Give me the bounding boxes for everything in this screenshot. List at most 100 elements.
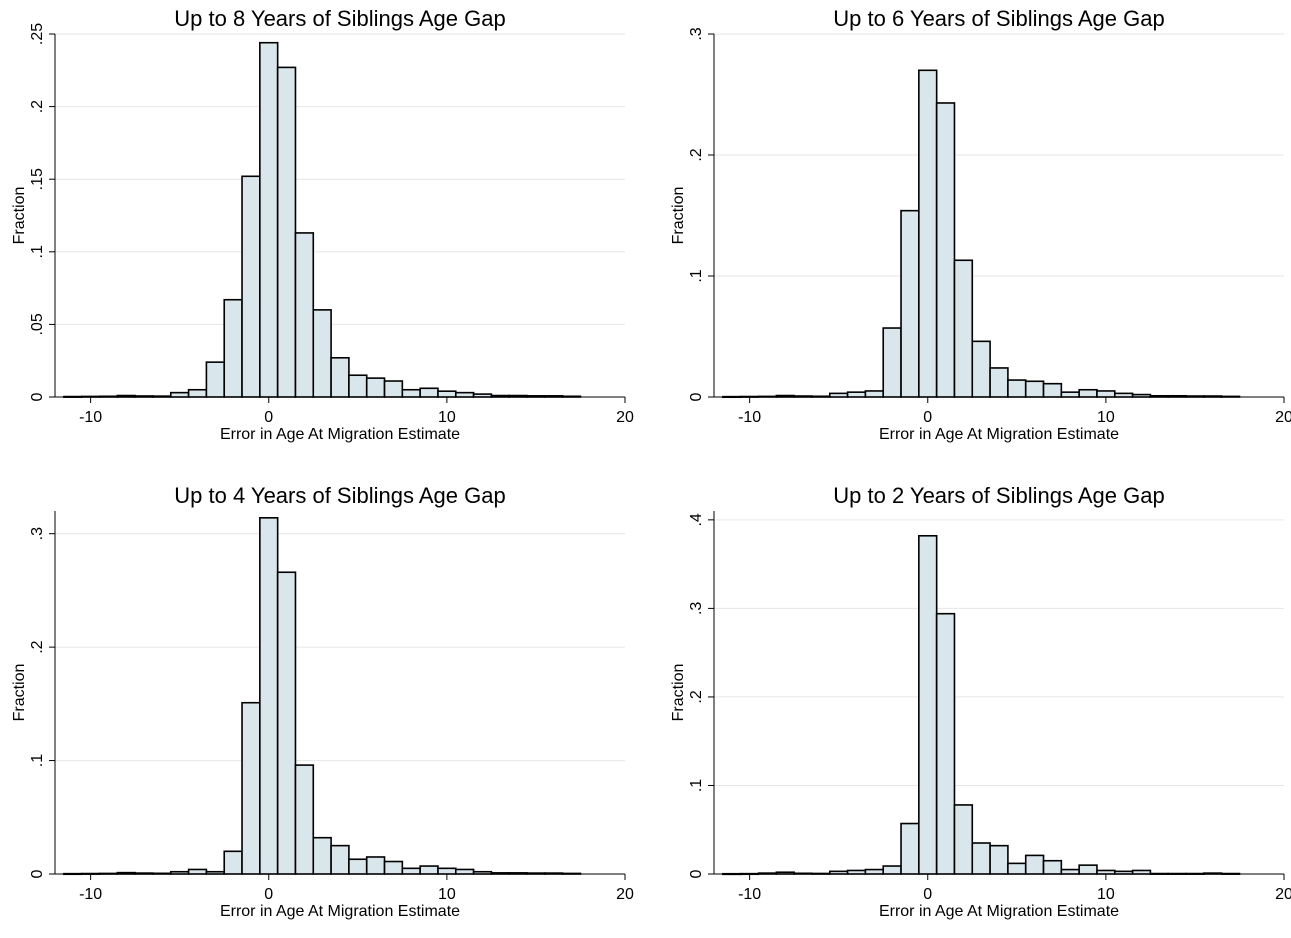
x-tick-label: 20 <box>616 886 634 903</box>
histogram-bar <box>187 388 208 398</box>
x-tick-label: 0 <box>923 409 932 426</box>
y-axis-label: Fraction <box>11 664 28 722</box>
histogram-bar <box>169 391 190 398</box>
histogram-bar <box>900 209 920 398</box>
y-tick-label: .05 <box>29 313 46 335</box>
histogram-bar <box>454 868 475 875</box>
histogram-bar <box>1131 869 1152 875</box>
histogram-bar <box>1113 392 1134 398</box>
histogram-bar <box>1096 390 1116 398</box>
histogram-bar <box>383 860 404 875</box>
histogram-bar <box>419 865 439 875</box>
histogram-bar <box>1007 379 1027 398</box>
y-tick-label: .2 <box>688 148 705 161</box>
x-tick-label: 0 <box>264 409 273 426</box>
y-axis-label: Fraction <box>670 187 687 245</box>
y-tick-label: .1 <box>688 779 705 792</box>
histogram-bar <box>846 869 867 875</box>
y-tick-label: .1 <box>688 269 705 282</box>
histogram-bar <box>953 259 974 398</box>
histogram-panel-2yr: 0 .1 .2 .3 .4 -10 0 10 20 Up to 2 Years of Siblin… <box>659 477 1291 938</box>
histogram-bar <box>205 361 226 398</box>
histogram-bar <box>971 842 991 875</box>
histogram-bar <box>989 844 1009 875</box>
histogram-bar <box>1007 862 1027 875</box>
histogram-bar <box>864 868 885 875</box>
histogram-bar <box>1060 391 1080 398</box>
y-tick-label: .1 <box>29 245 46 258</box>
histogram-panel-6yr: 0 .1 .2 .3 -10 0 10 20 Up to 6 Years of Siblings… <box>659 0 1291 461</box>
x-axis-label: Error in Age At Migration Estimate <box>879 903 1119 920</box>
x-tick-label: 20 <box>1275 409 1291 426</box>
y-axis-label: Fraction <box>670 664 687 722</box>
histogram-bar <box>935 102 956 398</box>
y-axis-label: Fraction <box>11 187 28 245</box>
histogram-bar <box>223 298 243 398</box>
histogram-bar <box>953 804 974 875</box>
histogram-bar <box>1060 868 1080 875</box>
histogram-svg: 0 .1 .2 .3 .4 -10 0 10 20 Up to 2 Years of Siblin… <box>670 483 1291 920</box>
y-tick-label: .3 <box>688 27 705 40</box>
histogram-bar <box>1096 869 1116 875</box>
x-tick-label: 20 <box>616 409 634 426</box>
histogram-svg: 0 .05 .1 .15 .2 .25 -10 0 10 20 Up to 8 Years of S… <box>11 6 634 443</box>
histogram-bar <box>989 367 1009 398</box>
histogram-bar <box>312 309 332 398</box>
histogram-bar <box>259 517 279 875</box>
histogram-bar <box>1024 380 1045 398</box>
histogram-bar <box>437 390 457 398</box>
x-tick-label: -10 <box>738 886 761 903</box>
y-tick-label: 0 <box>688 869 705 878</box>
histogram-bar <box>882 865 902 875</box>
histogram-bar <box>1024 854 1045 875</box>
histogram-bar <box>864 390 885 398</box>
histogram-svg: 0 .1 .2 .3 -10 0 10 20 Up to 4 Years of Siblings… <box>11 483 634 920</box>
histogram-bar <box>918 69 938 398</box>
x-axis-label: Error in Age At Migration Estimate <box>220 903 460 920</box>
histogram-bar <box>259 41 279 398</box>
histogram-bar <box>401 867 421 875</box>
histogram-bar <box>241 701 261 875</box>
histogram-bar <box>223 850 243 875</box>
x-tick-label: 10 <box>1097 886 1115 903</box>
histogram-bar <box>330 844 350 875</box>
histogram-bar <box>276 571 297 875</box>
histogram-bar <box>1042 382 1063 398</box>
y-tick-label: .2 <box>29 100 46 113</box>
histogram-bar <box>828 392 849 398</box>
histogram-bar <box>1042 859 1063 875</box>
y-tick-label: 0 <box>29 869 46 878</box>
y-tick-label: .3 <box>29 527 46 540</box>
x-tick-label: 10 <box>1097 409 1115 426</box>
chart-title: Up to 8 Years of Siblings Age Gap <box>174 6 505 31</box>
y-tick-label: .25 <box>29 23 46 45</box>
histogram-bar <box>187 868 208 875</box>
x-axis-label: Error in Age At Migration Estimate <box>220 426 460 443</box>
histogram-bar <box>1078 864 1098 875</box>
histogram-bar <box>312 836 332 875</box>
histogram-bar <box>294 764 315 875</box>
histogram-bar <box>900 822 920 875</box>
histogram-bar <box>419 387 439 398</box>
histogram-bar <box>348 374 368 398</box>
x-axis-label: Error in Age At Migration Estimate <box>879 426 1119 443</box>
x-tick-label: 20 <box>1275 886 1291 903</box>
chart-title: Up to 2 Years of Siblings Age Gap <box>833 483 1164 508</box>
histogram-bar <box>918 534 938 875</box>
y-tick-label: .4 <box>688 513 705 526</box>
histogram-bar <box>935 612 956 875</box>
y-tick-label: 0 <box>688 392 705 401</box>
histogram-bar <box>330 356 350 398</box>
x-tick-label: -10 <box>738 409 761 426</box>
histogram-bar <box>882 327 902 398</box>
histogram-bar <box>276 66 297 398</box>
histogram-bar <box>383 380 404 398</box>
histogram-panel-8yr: 0 .05 .1 .15 .2 .25 -10 0 10 20 Up to 8 Years of S… <box>0 0 645 461</box>
x-tick-label: 0 <box>923 886 932 903</box>
histogram-bar <box>294 232 315 398</box>
y-tick-label: .2 <box>29 640 46 653</box>
histogram-bar <box>846 391 867 398</box>
x-tick-label: -10 <box>79 409 102 426</box>
x-tick-label: -10 <box>79 886 102 903</box>
